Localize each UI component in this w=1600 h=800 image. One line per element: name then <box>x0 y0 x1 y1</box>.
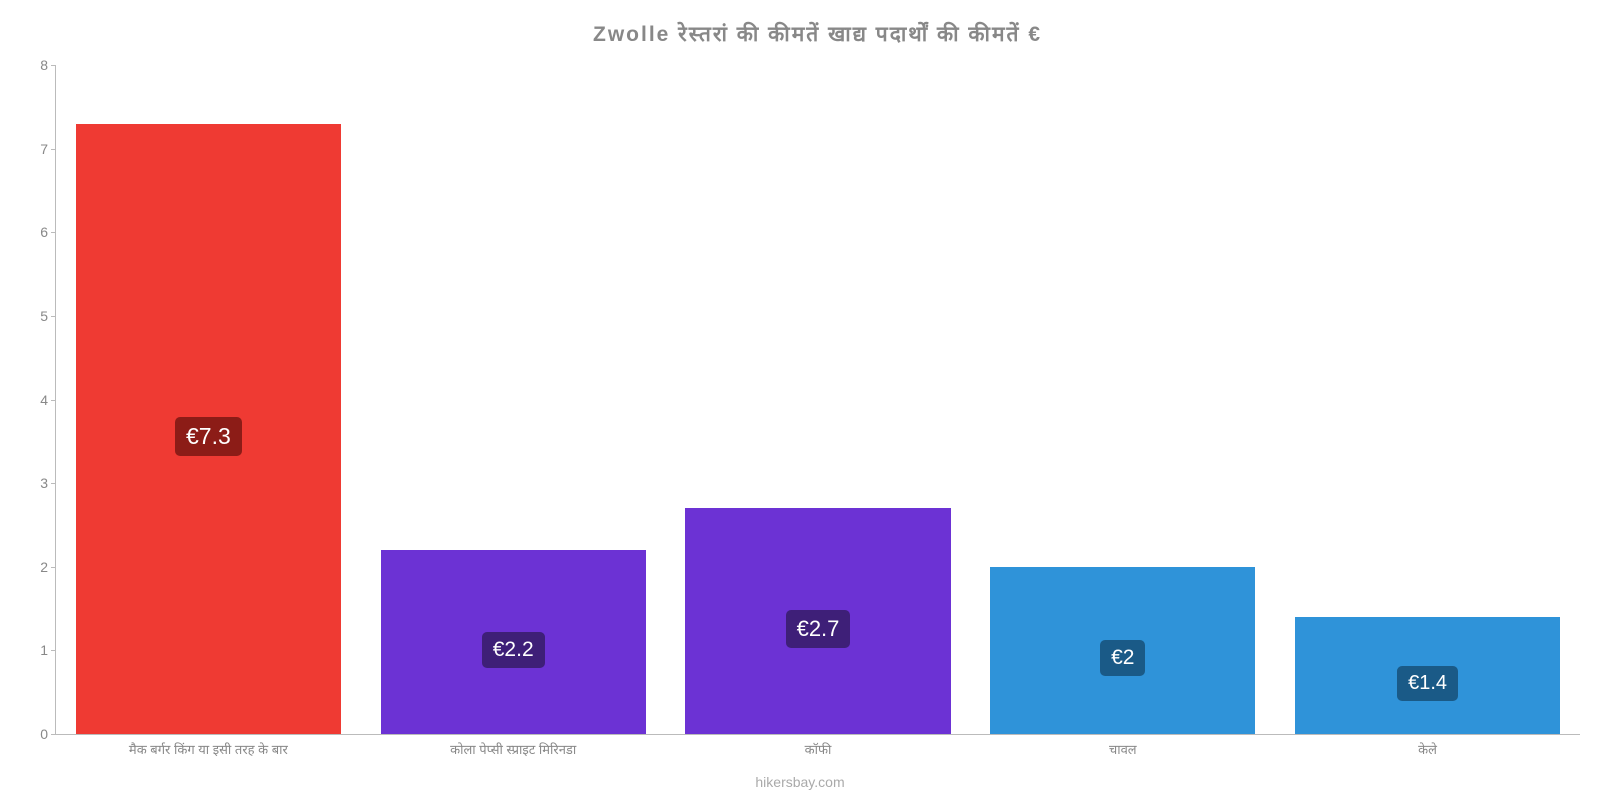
bar: €2.7 <box>685 508 950 734</box>
value-badge: €2 <box>1100 640 1145 676</box>
value-badge: €2.7 <box>786 610 851 648</box>
y-tick-mark <box>51 400 56 401</box>
bar: €2.2 <box>381 550 646 734</box>
bar-slot: €2.2 <box>361 65 666 734</box>
y-tick-mark <box>51 316 56 317</box>
y-tick-mark <box>51 232 56 233</box>
bars-row: €7.3 €2.2 €2.7 €2 €1.4 <box>56 65 1580 734</box>
value-badge: €7.3 <box>175 417 242 456</box>
bar-slot: €1.4 <box>1275 65 1580 734</box>
y-tick-mark <box>51 65 56 66</box>
category-label: मैक बर्गर किंग या इसी तरह के बार <box>56 734 361 758</box>
bar-slot: €7.3 <box>56 65 361 734</box>
category-label: केले <box>1275 734 1580 758</box>
bar: €7.3 <box>76 124 341 734</box>
bar: €1.4 <box>1295 617 1560 734</box>
y-tick-mark <box>51 149 56 150</box>
category-label: चावल <box>970 734 1275 758</box>
bar: €2 <box>990 567 1255 734</box>
chart-footer: hikersbay.com <box>0 774 1600 790</box>
plot-area: €7.3€2.2€2.7€2€1.4 मैक बर्गर किंग या इसी… <box>55 65 1580 735</box>
bar-slot: €2 <box>970 65 1275 734</box>
chart-title: Zwolle रेस्तरां की कीमतें खाद्य पदार्थों… <box>55 20 1580 50</box>
y-tick-mark <box>51 483 56 484</box>
value-badge: €2.2 <box>482 632 545 668</box>
price-bar-chart: Zwolle रेस्तरां की कीमतें खाद्य पदार्थों… <box>0 0 1600 800</box>
y-tick-mark <box>51 734 56 735</box>
y-tick-mark <box>51 567 56 568</box>
value-badge: €1.4 <box>1397 666 1458 701</box>
category-label: कॉफी <box>666 734 971 758</box>
category-label: कोला पेप्सी स्प्राइट मिरिनडा <box>361 734 666 758</box>
bar-slot: €2.7 <box>666 65 971 734</box>
y-tick-mark <box>51 650 56 651</box>
category-labels: मैक बर्गर किंग या इसी तरह के बारकोला पेप… <box>56 734 1580 758</box>
